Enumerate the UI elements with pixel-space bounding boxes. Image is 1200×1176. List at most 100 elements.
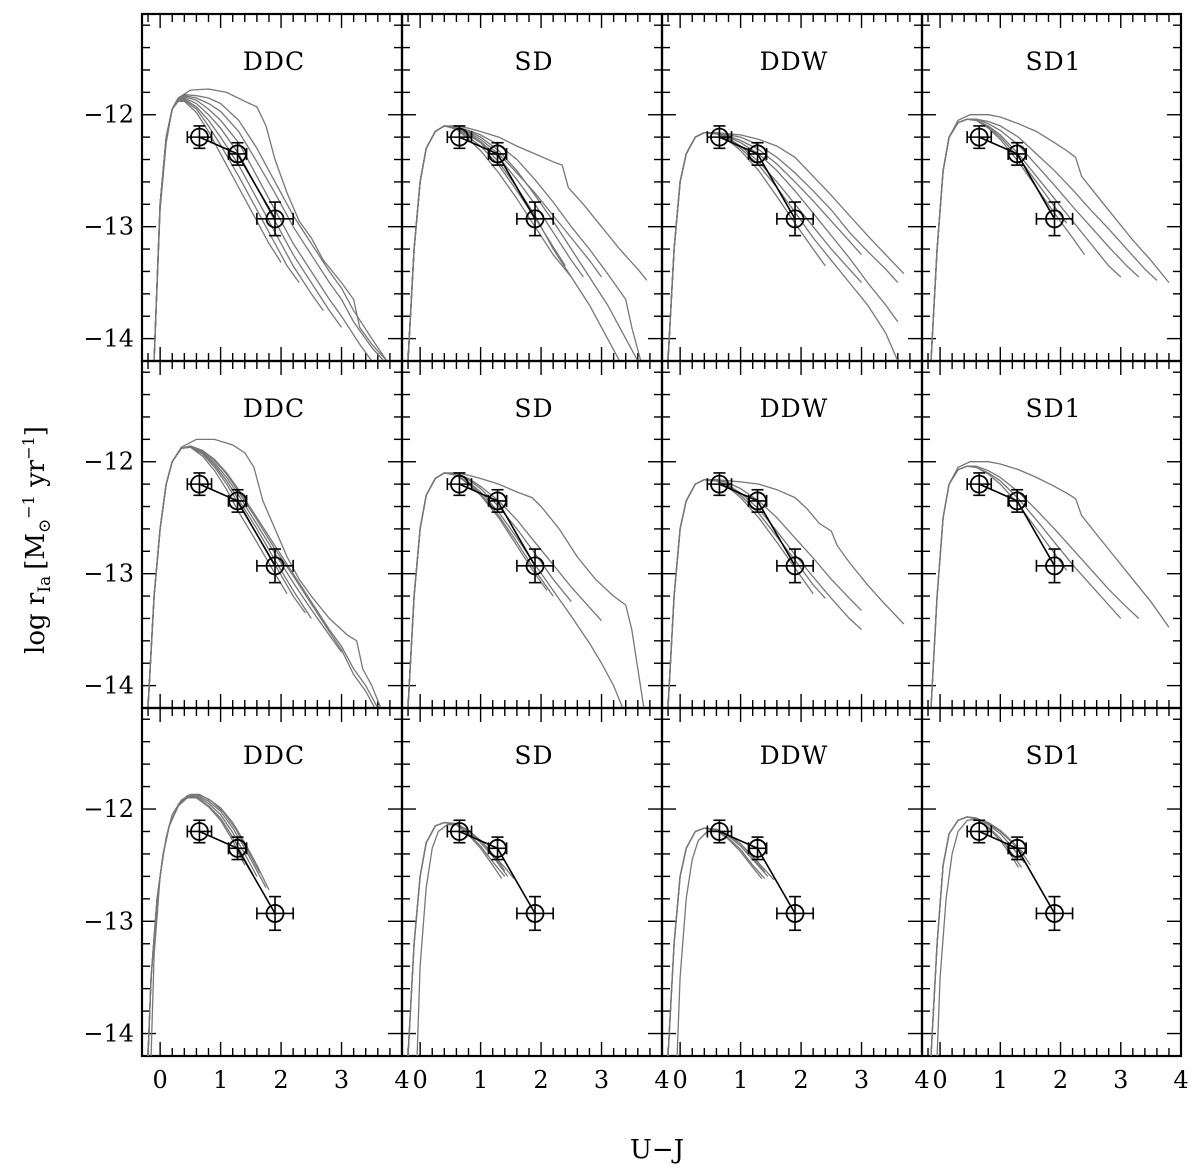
- panel-label: DDC: [243, 741, 305, 770]
- x-axis-label: U−J: [630, 1135, 684, 1165]
- observed-point: [450, 474, 469, 494]
- observed-point: [525, 556, 545, 576]
- observed-point: [1045, 904, 1064, 923]
- model-curves: [667, 132, 905, 361]
- x-tick-label: 2: [1053, 1066, 1068, 1094]
- panel-label: SD: [514, 47, 553, 76]
- observed-point: [450, 822, 469, 841]
- model-curve: [930, 461, 1170, 708]
- y-axis-label-main: log r: [21, 592, 51, 654]
- x-tick-label: 2: [273, 1066, 288, 1094]
- model-curves: [407, 821, 515, 1056]
- model-curve: [147, 445, 379, 708]
- y-tick-label: −14: [83, 1020, 134, 1048]
- model-curve: [416, 824, 506, 1056]
- observed-point: [710, 127, 729, 147]
- model-curve: [147, 445, 376, 708]
- x-tick-label: 4: [1173, 1066, 1188, 1094]
- panel-label: DDW: [760, 47, 829, 76]
- model-curve: [407, 125, 648, 361]
- x-tick-label: 4: [914, 1066, 929, 1094]
- observed-point: [488, 838, 507, 858]
- observed-point: [748, 491, 767, 511]
- model-curve: [930, 118, 1068, 361]
- model-curve: [930, 816, 1019, 1056]
- observed-point: [488, 144, 507, 164]
- observed-point: [969, 127, 989, 147]
- model-curve: [930, 114, 1170, 361]
- model-curve: [153, 88, 388, 361]
- model-curve: [930, 465, 1140, 708]
- panel-label: SD: [514, 741, 553, 770]
- y-tick-label: −12: [83, 448, 134, 476]
- x-tick-label: 3: [1113, 1066, 1128, 1094]
- x-tick-label: 2: [533, 1066, 548, 1094]
- panel-label: SD: [514, 394, 553, 423]
- observed-point: [190, 127, 209, 147]
- x-tick-label: 1: [213, 1066, 228, 1094]
- model-curve: [667, 132, 905, 361]
- panel-frame: [920, 706, 1183, 1058]
- observed-point: [525, 904, 545, 923]
- observed-point: [1045, 556, 1064, 576]
- y-tick-label: −13: [83, 560, 134, 588]
- observed-point: [785, 904, 805, 923]
- observed-point: [710, 822, 729, 841]
- model-curve: [667, 479, 814, 708]
- y-tick-label: −14: [83, 325, 134, 353]
- panel-r1-c3: SD1: [920, 359, 1183, 710]
- model-curve: [407, 472, 645, 708]
- y-axis-label-units-open: [M: [21, 533, 51, 570]
- observed-point: [1007, 144, 1027, 164]
- panel-r2-c2: DDW 0 1 2 3 4: [660, 706, 930, 1094]
- model-curve: [407, 125, 639, 361]
- x-tick-label: 0: [152, 1066, 167, 1094]
- panel-r2-c1: SD 0 1 2 3 4: [400, 706, 670, 1094]
- model-curve: [667, 827, 775, 1056]
- model-curves: [147, 793, 270, 1056]
- model-curve: [407, 125, 603, 361]
- model-curve: [407, 472, 554, 708]
- model-curve: [667, 132, 899, 361]
- panel-label: SD1: [1025, 47, 1081, 76]
- x-tick-label: 1: [733, 1066, 748, 1094]
- y-axis-label-exp1: −1: [19, 495, 38, 519]
- model-curve: [667, 479, 826, 708]
- panel-r2-c3: SD1 0 1 2 3 4: [920, 706, 1189, 1094]
- model-curves: [407, 472, 645, 708]
- observed-point: [488, 491, 507, 511]
- y-tick-label: −12: [83, 101, 134, 129]
- model-curves: [407, 125, 648, 361]
- model-curves: [153, 88, 388, 361]
- panel-r1-c2: DDW: [660, 359, 924, 710]
- panel-label: DDC: [243, 47, 305, 76]
- observed-point: [1007, 838, 1027, 858]
- observed-point: [265, 904, 285, 923]
- observed-point: [525, 209, 545, 229]
- x-tick-label: 2: [793, 1066, 808, 1094]
- y-axis-label-units-close: ]: [21, 426, 51, 436]
- panel-r1-c1: SD: [400, 359, 664, 710]
- x-tick-label: 1: [993, 1066, 1008, 1094]
- observed-point: [265, 209, 285, 229]
- observed-point: [190, 474, 209, 494]
- panel-label: SD1: [1025, 394, 1081, 423]
- model-curve: [153, 99, 300, 361]
- model-curve: [407, 125, 642, 361]
- observed-point: [265, 556, 285, 576]
- observed-point: [969, 474, 989, 494]
- observed-point: [785, 209, 805, 229]
- observed-point: [450, 127, 469, 147]
- observed-point: [748, 838, 767, 858]
- model-curves: [930, 114, 1170, 361]
- model-curve: [930, 465, 1068, 708]
- y-axis-label-sun: ⊙: [35, 519, 55, 533]
- x-tick-label: 0: [412, 1066, 427, 1094]
- model-curve: [407, 125, 621, 361]
- y-tick-label: −12: [83, 795, 134, 823]
- y-axis-label: log rIa[M⊙−1 yr−1]: [19, 426, 55, 654]
- model-curve: [667, 827, 763, 1056]
- model-curve: [667, 132, 826, 361]
